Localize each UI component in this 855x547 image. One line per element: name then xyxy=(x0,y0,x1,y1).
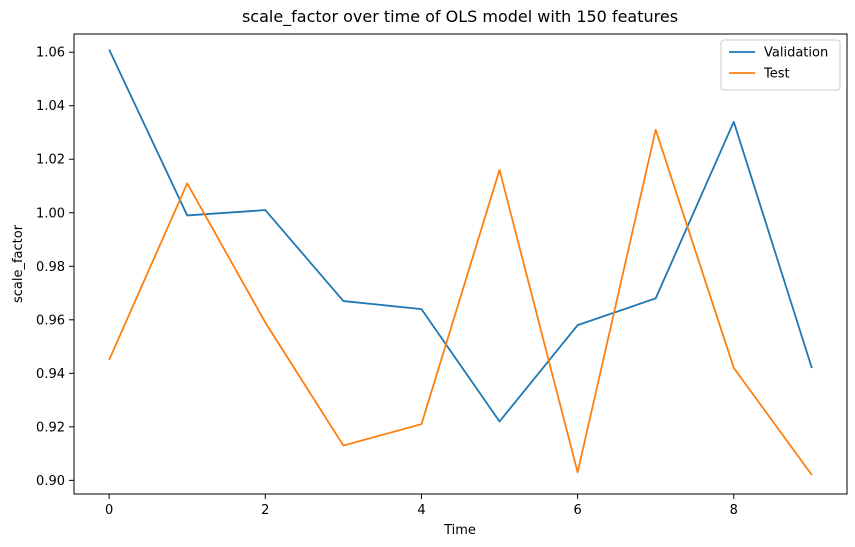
y-tick-label: 1.00 xyxy=(36,206,65,221)
series-line-test xyxy=(108,128,813,476)
x-tick-label: 2 xyxy=(261,503,269,518)
series-lines xyxy=(108,49,813,476)
legend-label-validation: Validation xyxy=(764,46,828,61)
y-tick-label: 0.94 xyxy=(36,367,65,382)
y-tick-label: 0.90 xyxy=(36,474,65,489)
y-tick-label: 1.04 xyxy=(36,99,65,114)
y-axis: 0.90 0.92 0.94 0.96 0.98 1.00 1.02 1.04 1.06 xyxy=(36,46,74,489)
legend: Validation Test xyxy=(720,39,841,91)
legend-label-test: Test xyxy=(763,67,790,82)
series-line-validation xyxy=(108,49,813,423)
y-axis-label: scale_factor xyxy=(11,224,26,303)
y-tick-label: 0.92 xyxy=(36,420,65,435)
x-tick-label: 6 xyxy=(573,503,581,518)
plot-area xyxy=(74,34,847,494)
y-tick-label: 0.96 xyxy=(36,313,65,328)
plot-frame xyxy=(73,33,848,495)
plot-spines xyxy=(73,33,848,495)
x-axis: 0 2 4 6 8 xyxy=(105,494,738,518)
x-tick-label: 8 xyxy=(730,503,738,518)
x-tick-label: 0 xyxy=(105,503,113,518)
y-tick-label: 0.98 xyxy=(36,260,65,275)
x-axis-label: Time xyxy=(443,523,476,538)
x-tick-label: 4 xyxy=(417,503,425,518)
y-tick-label: 1.02 xyxy=(36,153,65,168)
chart-title: scale_factor over time of OLS model with… xyxy=(242,7,678,27)
y-tick-label: 1.06 xyxy=(36,46,65,61)
